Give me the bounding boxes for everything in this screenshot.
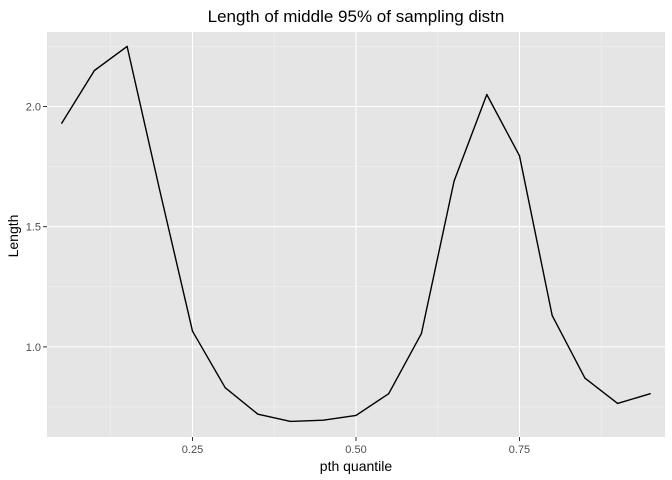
chart-title: Length of middle 95% of sampling distn [208,7,505,26]
data-point [649,393,651,395]
y-tick-label: 1.0 [26,342,41,354]
x-axis: 0.25 0.50 0.75 [182,437,530,456]
data-point [388,393,390,395]
data-point [290,420,292,422]
data-point [584,377,586,379]
data-point [191,330,194,332]
data-point [453,180,455,182]
y-tick-label: 1.5 [26,222,41,234]
data-point [93,69,96,72]
x-axis-title: pth quantile [320,458,393,474]
series-layer [61,45,651,423]
data-point [616,402,619,404]
data-point [355,414,357,416]
data-point [518,155,521,157]
y-axis: 1.0 1.5 2.0 [26,102,47,354]
y-tick-label: 2.0 [26,102,41,114]
x-tick-label: 0.75 [509,444,530,456]
data-point [551,315,553,317]
data-point [257,413,259,415]
major-gridlines [47,32,665,437]
data-point [322,419,324,421]
x-tick-label: 0.25 [182,444,203,456]
data-point [420,333,422,335]
data-point [126,45,128,48]
data-point [61,122,63,124]
data-point [224,387,226,389]
y-axis-title: Length [5,215,21,258]
data-point [159,190,161,192]
x-tick-label: 0.50 [345,444,366,456]
data-point [486,93,488,96]
